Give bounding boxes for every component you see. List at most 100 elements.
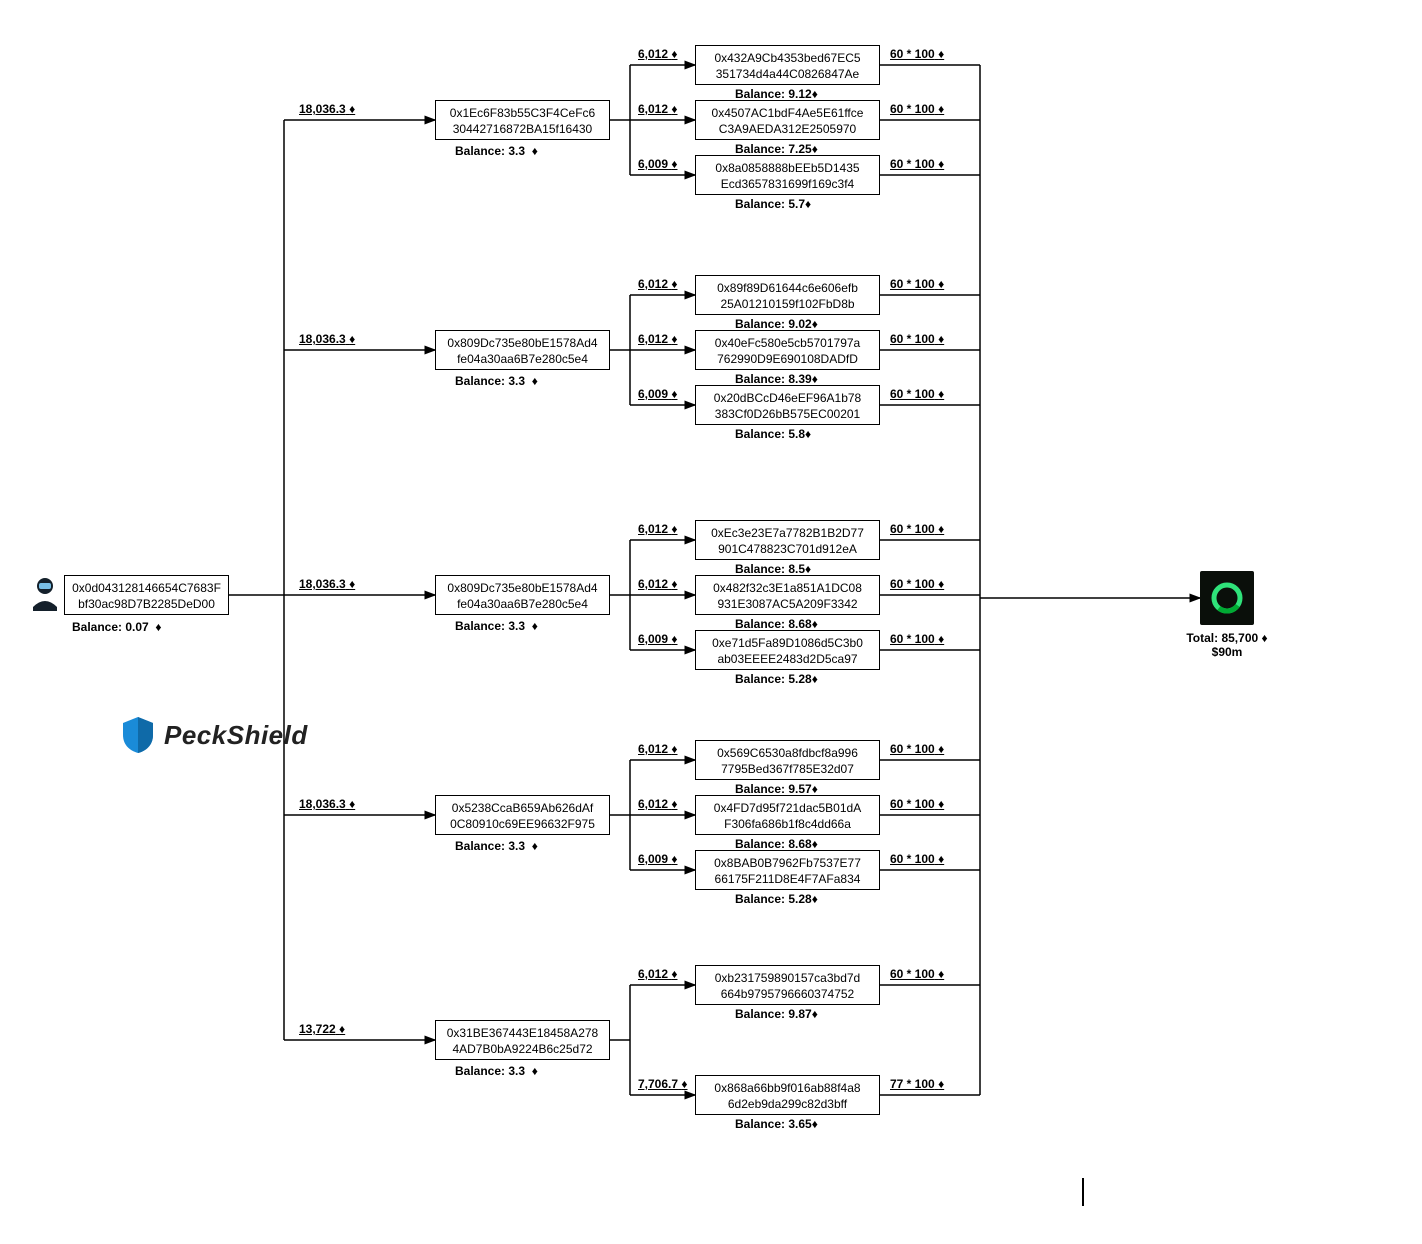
tier1-node-0: 0x1Ec6F83b55C3F4CeFc630442716872BA15f164… bbox=[435, 100, 610, 140]
tier2-balance: Balance: 5.28 bbox=[735, 672, 812, 686]
out-label: 60 * 100 bbox=[890, 277, 935, 291]
tier2-edge-2-2: 6,009 ♦ bbox=[638, 632, 678, 646]
edge-label: 6,009 bbox=[638, 157, 668, 171]
tier2-balance: Balance: 5.8 bbox=[735, 427, 805, 441]
tier2-balance: Balance: 8.5 bbox=[735, 562, 805, 576]
tier2-edge-4-0: 6,012 ♦ bbox=[638, 967, 678, 981]
tier2-addr-2: C3A9AEDA312E2505970 bbox=[719, 122, 856, 136]
edge-label: 6,009 bbox=[638, 387, 668, 401]
edge-label: 6,012 bbox=[638, 102, 668, 116]
edge-label: 6,012 bbox=[638, 577, 668, 591]
source-balance-row: Balance: 0.07 ♦ bbox=[72, 620, 162, 634]
tier2-out-0-0: 60 * 100 ♦ bbox=[890, 47, 944, 61]
tier2-node-1-0: 0x89f89D61644c6e606efb25A01210159f102FbD… bbox=[695, 275, 880, 315]
tier1-edge-3: 18,036.3 ♦ bbox=[299, 797, 355, 811]
tier2-addr-2: 901C478823C701d912eA bbox=[718, 542, 857, 556]
tier1-balance-1: Balance: 3.3 ♦ bbox=[455, 374, 538, 388]
tier2-out-4-0: 60 * 100 ♦ bbox=[890, 967, 944, 981]
tier1-addr-1: 0x31BE367443E18458A278 bbox=[447, 1026, 598, 1040]
tier2-balance: Balance: 9.02 bbox=[735, 317, 812, 331]
tier2-addr-2: 762990D9E690108DADfD bbox=[717, 352, 858, 366]
edge-label: 6,009 bbox=[638, 852, 668, 866]
out-label: 60 * 100 bbox=[890, 332, 935, 346]
tier1-balance: Balance: 3.3 bbox=[455, 839, 525, 853]
out-label: 60 * 100 bbox=[890, 102, 935, 116]
tier2-addr-2: ab03EEEE2483d2D5ca97 bbox=[717, 652, 857, 666]
tier1-addr-2: fe04a30aa6B7e280c5e4 bbox=[457, 352, 588, 366]
shield-icon bbox=[120, 715, 156, 755]
text-cursor bbox=[1082, 1178, 1084, 1206]
tier2-node-0-1: 0x4507AC1bdF4Ae5E61ffceC3A9AEDA312E25059… bbox=[695, 100, 880, 140]
tier2-node-2-1: 0x482f32c3E1a851A1DC08931E3087AC5A209F33… bbox=[695, 575, 880, 615]
tier2-balance: Balance: 9.12 bbox=[735, 87, 812, 101]
tier2-addr-1: 0x432A9Cb4353bed67EC5 bbox=[714, 51, 860, 65]
tier2-node-2-2: 0xe71d5Fa89D1086d5C3b0 ab03EEEE2483d2D5ca… bbox=[695, 630, 880, 670]
tier2-addr-2: 351734d4a44C0826847Ae bbox=[716, 67, 859, 81]
tier1-addr-1: 0x809Dc735e80bE1578Ad4 bbox=[447, 581, 597, 595]
tier2-node-0-2: 0x8a0858888bEEb5D1435Ecd3657831699f169c3… bbox=[695, 155, 880, 195]
tier2-edge-0-0: 6,012 ♦ bbox=[638, 47, 678, 61]
edge-label: 6,012 bbox=[638, 332, 668, 346]
out-label: 60 * 100 bbox=[890, 577, 935, 591]
tier2-addr-1: 0xe71d5Fa89D1086d5C3b0 bbox=[712, 636, 863, 650]
tier2-edge-1-2: 6,009 ♦ bbox=[638, 387, 678, 401]
tier2-edge-1-0: 6,012 ♦ bbox=[638, 277, 678, 291]
tier2-addr-1: 0x20dBCcD46eEF96A1b78 bbox=[714, 391, 861, 405]
tier2-balance-4-0: Balance: 9.87♦ bbox=[735, 1007, 818, 1021]
tier2-out-2-0: 60 * 100 ♦ bbox=[890, 522, 944, 536]
edge-label: 13,722 bbox=[299, 1022, 336, 1036]
tier2-out-4-1: 77 * 100 ♦ bbox=[890, 1077, 944, 1091]
destination-icon bbox=[1200, 571, 1254, 625]
tier1-addr-2: 4AD7B0bA9224B6c25d72 bbox=[452, 1042, 592, 1056]
out-label: 60 * 100 bbox=[890, 852, 935, 866]
tier2-addr-1: 0xEc3e23E7a7782B1B2D77 bbox=[711, 526, 864, 540]
source-addr-2: bf30ac98D7B2285DeD00 bbox=[78, 597, 215, 611]
out-label: 60 * 100 bbox=[890, 632, 935, 646]
tier1-balance: Balance: 3.3 bbox=[455, 144, 525, 158]
tier2-node-3-0: 0x569C6530a8fdbcf8a996 7795Bed367f785E32d… bbox=[695, 740, 880, 780]
edge-label: 6,012 bbox=[638, 277, 668, 291]
tier1-balance-3: Balance: 3.3 ♦ bbox=[455, 839, 538, 853]
tier2-node-1-2: 0x20dBCcD46eEF96A1b78383Cf0D26bB575EC002… bbox=[695, 385, 880, 425]
tier2-balance: Balance: 8.68 bbox=[735, 617, 812, 631]
tier2-addr-2: 25A01210159f102FbD8b bbox=[720, 297, 854, 311]
tier1-addr-2: 0C80910c69EE96632F975 bbox=[450, 817, 595, 831]
tier2-addr-1: 0x868a66bb9f016ab88f4a8 bbox=[714, 1081, 860, 1095]
tier2-edge-3-2: 6,009 ♦ bbox=[638, 852, 678, 866]
tier1-addr-2: 30442716872BA15f16430 bbox=[453, 122, 592, 136]
tier2-balance: Balance: 5.28 bbox=[735, 892, 812, 906]
out-label: 60 * 100 bbox=[890, 522, 935, 536]
tier2-edge-2-0: 6,012 ♦ bbox=[638, 522, 678, 536]
tier1-edge-1: 18,036.3 ♦ bbox=[299, 332, 355, 346]
edge-label: 6,012 bbox=[638, 797, 668, 811]
out-label: 60 * 100 bbox=[890, 967, 935, 981]
tier2-addr-1: 0x569C6530a8fdbcf8a996 bbox=[717, 746, 858, 760]
tier2-addr-1: 0x40eFc580e5cb5701797a bbox=[715, 336, 860, 350]
source-addr-1: 0x0d043128146654C7683F bbox=[72, 581, 221, 595]
tier2-out-2-1: 60 * 100 ♦ bbox=[890, 577, 944, 591]
tier2-balance-0-1: Balance: 7.25♦ bbox=[735, 142, 818, 156]
tier1-balance: Balance: 3.3 bbox=[455, 374, 525, 388]
edge-label: 18,036.3 bbox=[299, 332, 346, 346]
tier2-node-0-0: 0x432A9Cb4353bed67EC5 351734d4a44C0826847… bbox=[695, 45, 880, 85]
destination-total: Total: 85,700 bbox=[1186, 631, 1258, 645]
tier1-addr-2: fe04a30aa6B7e280c5e4 bbox=[457, 597, 588, 611]
edge-label: 18,036.3 bbox=[299, 577, 346, 591]
tier2-node-4-0: 0xb231759890157ca3bd7d664b97957966603747… bbox=[695, 965, 880, 1005]
tier2-out-1-0: 60 * 100 ♦ bbox=[890, 277, 944, 291]
tier2-out-1-2: 60 * 100 ♦ bbox=[890, 387, 944, 401]
tier2-edge-0-1: 6,012 ♦ bbox=[638, 102, 678, 116]
tier2-balance-0-0: Balance: 9.12♦ bbox=[735, 87, 818, 101]
edge-label: 7,706.7 bbox=[638, 1077, 678, 1091]
tier2-addr-2: 7795Bed367f785E32d07 bbox=[721, 762, 854, 776]
tier2-edge-1-1: 6,012 ♦ bbox=[638, 332, 678, 346]
tier2-out-1-1: 60 * 100 ♦ bbox=[890, 332, 944, 346]
out-label: 60 * 100 bbox=[890, 742, 935, 756]
tier2-addr-2: F306fa686b1f8c4dd66a bbox=[724, 817, 851, 831]
tier2-balance-3-0: Balance: 9.57♦ bbox=[735, 782, 818, 796]
tier2-balance: Balance: 5.7 bbox=[735, 197, 805, 211]
tier1-balance-2: Balance: 3.3 ♦ bbox=[455, 619, 538, 633]
tier2-balance: Balance: 7.25 bbox=[735, 142, 812, 156]
tier1-balance: Balance: 3.3 bbox=[455, 619, 525, 633]
tier2-balance-2-1: Balance: 8.68♦ bbox=[735, 617, 818, 631]
